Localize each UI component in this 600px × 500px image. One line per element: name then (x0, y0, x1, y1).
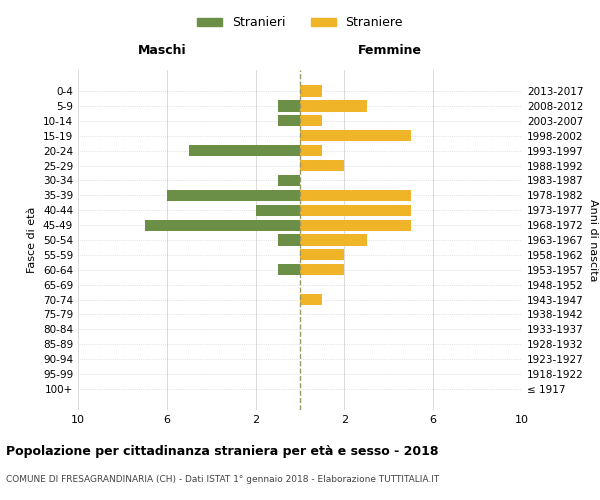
Bar (278, 234, 300, 246)
Bar (300, 250, 344, 260)
Bar (300, 145, 322, 156)
Text: Maschi: Maschi (137, 44, 187, 58)
Y-axis label: Fasce di età: Fasce di età (28, 207, 37, 273)
Bar (278, 100, 300, 112)
Bar (300, 100, 367, 112)
Bar (300, 86, 322, 96)
Bar (278, 115, 300, 126)
Bar (300, 115, 322, 126)
Bar (189, 145, 300, 156)
Bar (300, 234, 367, 246)
Bar (167, 190, 300, 201)
Bar (300, 190, 411, 201)
Bar (278, 175, 300, 186)
Legend: Stranieri, Straniere: Stranieri, Straniere (192, 11, 408, 34)
Text: Femmine: Femmine (358, 44, 422, 58)
Bar (300, 130, 411, 141)
Bar (300, 160, 344, 171)
Bar (300, 220, 411, 230)
Bar (256, 204, 300, 216)
Bar (300, 294, 322, 305)
Y-axis label: Anni di nascita: Anni di nascita (587, 198, 598, 281)
Bar (300, 204, 411, 216)
Bar (278, 264, 300, 276)
Text: COMUNE DI FRESAGRANDINARIA (CH) - Dati ISTAT 1° gennaio 2018 - Elaborazione TUTT: COMUNE DI FRESAGRANDINARIA (CH) - Dati I… (6, 475, 439, 484)
Text: Popolazione per cittadinanza straniera per età e sesso - 2018: Popolazione per cittadinanza straniera p… (6, 445, 439, 458)
Bar (145, 220, 300, 230)
Bar (300, 264, 344, 276)
